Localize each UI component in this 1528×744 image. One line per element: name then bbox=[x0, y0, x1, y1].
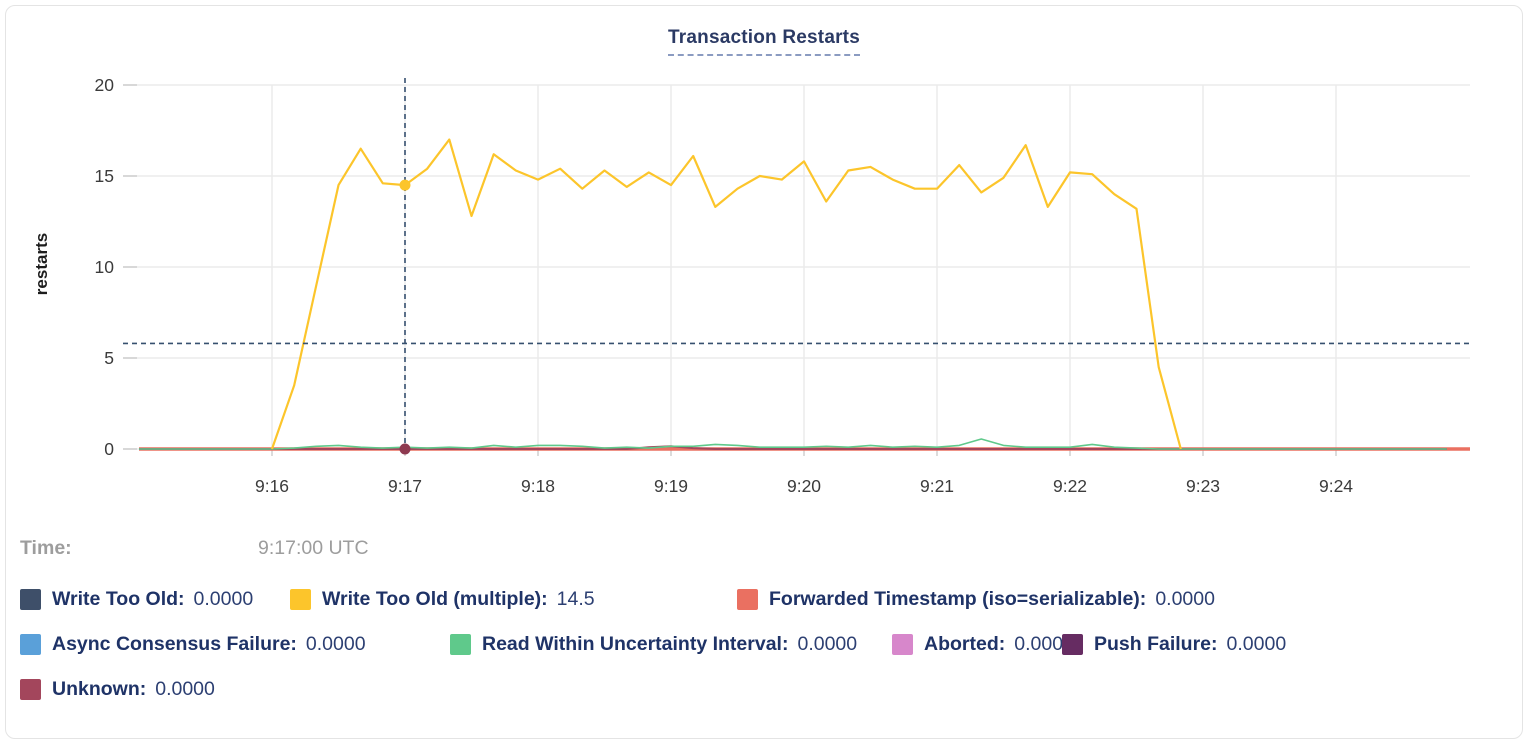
legend-swatch-forwarded-timestamp bbox=[737, 588, 758, 610]
legend-item-forwarded-timestamp: Forwarded Timestamp (iso=serializable): … bbox=[737, 586, 1518, 612]
legend-label: Forwarded Timestamp (iso=serializable): bbox=[769, 587, 1147, 610]
legend-label: Write Too Old: bbox=[52, 587, 185, 610]
tooltip-time-value: 9:17:00 UTC bbox=[258, 537, 369, 559]
restarts-chart[interactable]: 0 5 10 15 20 9:16 9:17 9:18 9:19 9:20 9:21 9:22 9:23… bbox=[0, 0, 1528, 512]
legend-item-push-failure: Push Failure: 0.0000 bbox=[1062, 631, 1518, 657]
x-tick-label: 9:18 bbox=[521, 476, 555, 496]
y-tick-label: 20 bbox=[95, 75, 115, 95]
tooltip-time-label: Time: bbox=[20, 537, 72, 559]
legend-swatch-read-within-uncertainty bbox=[450, 633, 471, 655]
legend-item-aborted: Aborted: 0.0000 bbox=[892, 631, 1074, 657]
chart-card bbox=[5, 5, 1523, 739]
legend-swatch-unknown bbox=[20, 678, 41, 700]
x-tick-label: 9:21 bbox=[920, 476, 954, 496]
legend-row-1: Write Too Old: 0.0000 Write Too Old (mul… bbox=[20, 586, 1518, 612]
legend-value: 0.0000 bbox=[155, 677, 215, 700]
x-tick-label: 9:17 bbox=[388, 476, 422, 496]
legend-label: Push Failure: bbox=[1094, 632, 1218, 655]
chart-title-wrap: Transaction Restarts bbox=[0, 27, 1528, 56]
legend-label: Aborted: bbox=[924, 632, 1006, 655]
legend-swatch-async-consensus-failure bbox=[20, 633, 41, 655]
x-tick-label: 9:16 bbox=[255, 476, 289, 496]
legend-label: Unknown: bbox=[52, 677, 147, 700]
y-tick-label: 5 bbox=[104, 348, 114, 368]
legend-value: 0.0000 bbox=[1014, 632, 1074, 655]
x-tick-label: 9:23 bbox=[1186, 476, 1220, 496]
legend-row-2: Async Consensus Failure: 0.0000 Read Wit… bbox=[20, 631, 1518, 657]
x-tick-label: 9:19 bbox=[654, 476, 688, 496]
chart-title[interactable]: Transaction Restarts bbox=[668, 27, 860, 56]
y-tick-label: 0 bbox=[104, 439, 114, 459]
x-tick-label: 9:24 bbox=[1319, 476, 1353, 496]
legend-label: Write Too Old (multiple): bbox=[322, 587, 548, 610]
legend-swatch-write-too-old-multiple bbox=[290, 588, 311, 610]
x-tick-label: 9:20 bbox=[787, 476, 821, 496]
legend-value: 0.0000 bbox=[797, 632, 858, 655]
legend-value: 14.5 bbox=[556, 587, 595, 610]
crosshair-dot bbox=[399, 179, 411, 191]
legend-item-read-within-uncertainty: Read Within Uncertainty Interval: 0.0000 bbox=[450, 631, 892, 657]
legend-label: Async Consensus Failure: bbox=[52, 632, 297, 655]
crosshair-dot bbox=[399, 443, 411, 455]
legend-item-write-too-old: Write Too Old: 0.0000 bbox=[20, 586, 290, 612]
legend-swatch-aborted bbox=[892, 633, 913, 655]
series-line bbox=[270, 138, 1182, 450]
legend-value: 0.0000 bbox=[193, 587, 254, 610]
legend-value: 0.0000 bbox=[1226, 632, 1287, 655]
legend-label: Read Within Uncertainty Interval: bbox=[482, 632, 789, 655]
legend-item-async-consensus-failure: Async Consensus Failure: 0.0000 bbox=[20, 631, 450, 657]
y-tick-label: 10 bbox=[95, 257, 115, 277]
tooltip-time-row: Time: 9:17:00 UTC bbox=[0, 537, 1528, 563]
legend-item-write-too-old-multiple: Write Too Old (multiple): 14.5 bbox=[290, 586, 737, 612]
legend-item-unknown: Unknown: 0.0000 bbox=[20, 676, 1518, 702]
legend-swatch-push-failure bbox=[1062, 633, 1083, 655]
series-line bbox=[139, 438, 1447, 450]
legend-value: 0.0000 bbox=[305, 632, 366, 655]
legend-row-3: Unknown: 0.0000 bbox=[20, 676, 1518, 702]
x-tick-label: 9:22 bbox=[1053, 476, 1087, 496]
legend-value: 0.0000 bbox=[1155, 587, 1215, 610]
y-axis-label: restarts bbox=[32, 232, 51, 296]
legend-swatch-write-too-old bbox=[20, 588, 41, 610]
y-tick-label: 15 bbox=[95, 166, 114, 186]
